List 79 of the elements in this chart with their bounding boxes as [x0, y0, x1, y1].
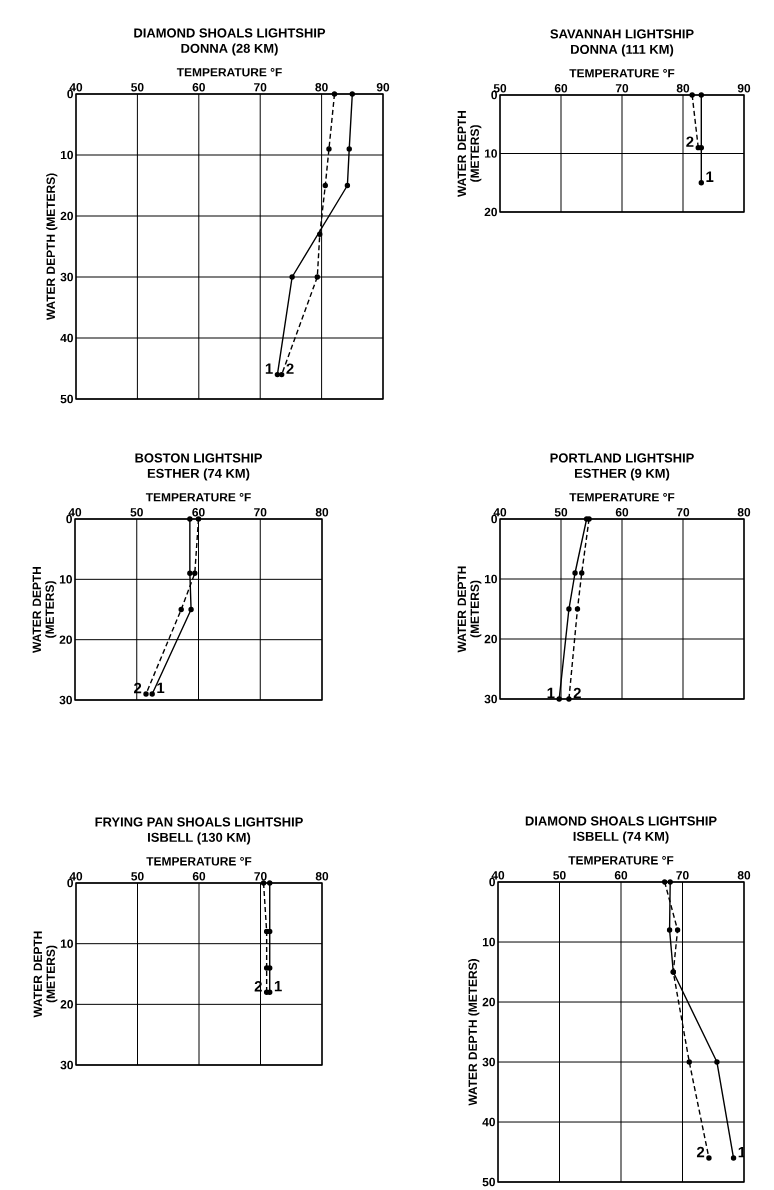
- x-tick-label: 60: [192, 872, 206, 881]
- x-tick-label: 70: [676, 508, 690, 517]
- chart-title: PORTLAND LIGHTSHIP: [550, 453, 694, 463]
- chart-title: DIAMOND SHOALS LIGHTSHIP: [525, 816, 717, 826]
- y-tick-label: 10: [60, 150, 73, 160]
- x-tick-label: 50: [131, 83, 144, 92]
- y-tick-label: 20: [484, 634, 497, 644]
- chart-subtitle: ESTHER (9 KM): [575, 468, 670, 481]
- series-label: 1: [265, 363, 273, 374]
- series-label: 2: [696, 1146, 705, 1158]
- x-tick-label: 90: [737, 84, 751, 93]
- y-tick-label: 20: [59, 635, 72, 644]
- y-axis-title: WATER DEPTH (METERS): [468, 959, 480, 1106]
- x-tick-label: 60: [192, 83, 205, 92]
- series-label: 1: [274, 981, 282, 992]
- x-tick-label: 60: [614, 871, 628, 880]
- x-tick-label: 80: [737, 871, 751, 880]
- x-tick-label: 50: [131, 872, 144, 881]
- series-label: 2: [286, 363, 294, 374]
- x-axis-title: TEMPERATURE °F: [145, 493, 251, 502]
- x-tick-label: 70: [254, 508, 267, 517]
- y-tick-label: 30: [60, 1060, 73, 1070]
- x-tick-label: 50: [130, 508, 143, 517]
- y-tick-label: 10: [482, 937, 495, 947]
- y-tick-label: 30: [484, 694, 497, 704]
- series-label: 2: [573, 687, 581, 699]
- chart-subtitle: ISBELL (130 KM): [148, 832, 251, 845]
- y-axis-title: WATER DEPTH (METERS): [457, 566, 482, 653]
- chart-subtitle: ESTHER (74 KM): [147, 468, 250, 481]
- chart-title: SAVANNAH LIGHTSHIP: [550, 29, 694, 39]
- x-tick-label: 80: [315, 83, 328, 92]
- x-tick-label: 60: [554, 84, 568, 93]
- y-axis-title: WATER DEPTH (METERS): [46, 173, 58, 321]
- series-label: 2: [686, 136, 694, 147]
- x-axis-title: TEMPERATURE °F: [568, 856, 674, 865]
- x-tick-label: 80: [315, 872, 329, 881]
- y-tick-label: 10: [59, 575, 72, 584]
- series-label: 1: [706, 171, 714, 182]
- chart-subtitle: DONNA (28 KM): [181, 43, 278, 56]
- y-axis-title: WATER DEPTH (METERS): [33, 931, 58, 1018]
- x-tick-label: 70: [676, 871, 689, 880]
- series-label: 1: [547, 687, 555, 699]
- y-tick-label: 30: [59, 695, 72, 705]
- x-axis-title: TEMPERATURE °F: [146, 857, 252, 866]
- chart-subtitle: DONNA (111 KM): [571, 44, 674, 57]
- y-tick-label: 10: [484, 574, 497, 584]
- y-tick-label: 20: [484, 207, 497, 217]
- x-axis-title: TEMPERATURE °F: [569, 493, 675, 502]
- chart-subtitle: ISBELL (74 KM): [573, 831, 669, 844]
- y-tick-label: 40: [482, 1117, 495, 1127]
- series-label: 1: [157, 682, 165, 694]
- x-tick-label: 60: [615, 508, 629, 517]
- x-axis-title: TEMPERATURE °F: [176, 68, 282, 77]
- x-tick-label: 50: [553, 871, 566, 880]
- chart-title: FRYING PAN SHOALS LIGHTSHIP: [95, 817, 303, 827]
- x-tick-label: 70: [254, 83, 267, 92]
- x-tick-label: 80: [676, 84, 690, 93]
- x-tick-label: 90: [376, 83, 390, 92]
- x-tick-label: 60: [192, 508, 205, 517]
- y-tick-label: 10: [484, 149, 497, 158]
- x-tick-label: 50: [554, 508, 568, 517]
- y-tick-label: 20: [60, 1000, 73, 1009]
- x-axis-title: TEMPERATURE °F: [569, 69, 675, 78]
- x-tick-label: 70: [615, 84, 629, 93]
- chart-title: BOSTON LIGHTSHIP: [135, 453, 262, 463]
- y-tick-label: 30: [482, 1057, 495, 1067]
- y-axis-title: WATER DEPTH (METERS): [457, 110, 482, 197]
- x-tick-label: 80: [315, 508, 329, 517]
- y-tick-label: 20: [482, 997, 495, 1007]
- y-axis-title: WATER DEPTH (METERS): [32, 566, 57, 653]
- y-tick-label: 50: [482, 1177, 495, 1187]
- y-tick-label: 40: [60, 333, 73, 343]
- x-tick-label: 70: [254, 872, 267, 881]
- y-tick-label: 10: [60, 939, 73, 948]
- y-tick-label: 30: [60, 272, 73, 282]
- y-tick-label: 20: [60, 211, 73, 221]
- chart-title: DIAMOND SHOALS LIGHTSHIP: [134, 28, 326, 38]
- y-tick-label: 50: [60, 394, 73, 404]
- x-tick-label: 80: [737, 508, 751, 517]
